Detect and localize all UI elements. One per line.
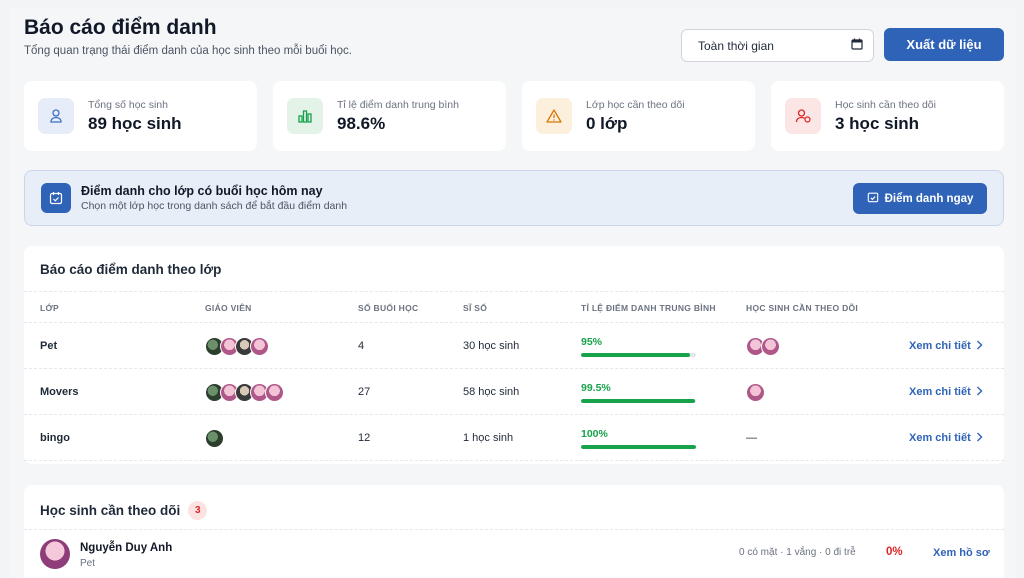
avatar	[40, 539, 70, 569]
page-subtitle: Tổng quan trạng thái điểm danh của học s…	[24, 45, 352, 57]
student-class: Pet	[80, 558, 96, 569]
date-range-value: Toàn thời gian	[698, 38, 774, 53]
stat-value: 3 học sinh	[835, 113, 920, 133]
take-attendance-button[interactable]: Điểm danh ngay	[853, 183, 987, 214]
view-details-link[interactable]: Xem chi tiết	[909, 323, 983, 369]
attendance-rate-value: 100%	[581, 427, 608, 440]
page-title: Báo cáo điểm danh	[24, 16, 217, 39]
stat-card-watched-classes: Lớp học cần theo dõi 0 lớp	[522, 81, 755, 151]
students-to-watch-card: Học sinh cần theo dõi 3 Nguyễn Duy Anh P…	[24, 485, 1004, 578]
table-row: Pet 4 30 học sinh 95% Xem chi tiết	[24, 323, 1004, 369]
today-attendance-banner: Điểm danh cho lớp có buổi học hôm nay Ch…	[24, 170, 1004, 226]
view-details-link[interactable]: Xem chi tiết	[909, 369, 983, 415]
teacher-avatar	[265, 382, 284, 402]
column-header: Sĩ số	[463, 303, 488, 313]
attendance-rate-bar	[581, 352, 696, 357]
empty-value: —	[746, 432, 757, 444]
teacher-avatars	[205, 415, 224, 461]
class-name: Pet	[40, 340, 58, 352]
column-header: Tỉ lệ điểm danh trung bình	[581, 303, 716, 313]
user-icon	[38, 98, 74, 134]
stats-row: Tổng số học sinh 89 học sinh Tỉ lệ điểm …	[24, 81, 1004, 151]
stat-label: Lớp học cần theo dõi	[586, 98, 685, 111]
attendance-rate-bar	[581, 398, 696, 403]
class-report-title: Báo cáo điểm danh theo lớp	[40, 262, 222, 277]
stat-value: 89 học sinh	[88, 113, 182, 133]
attendance-rate-fill	[581, 352, 691, 357]
column-header: Lớp	[40, 303, 60, 313]
watched-students: —	[746, 415, 757, 461]
attendance-rate: 99.5%	[581, 369, 696, 415]
banner-subtitle: Chọn một lớp học trong danh sách để bắt …	[81, 200, 348, 212]
watched-students	[746, 323, 780, 369]
user-alert-icon	[785, 98, 821, 134]
chevron-right-icon	[976, 340, 983, 353]
stat-card-average-rate: Tỉ lệ điểm danh trung bình 98.6%	[273, 81, 506, 151]
bar-chart-icon	[287, 98, 323, 134]
warning-icon	[536, 98, 572, 134]
class-name: bingo	[40, 432, 70, 444]
session-count: 4	[358, 340, 365, 352]
calendar-icon	[851, 38, 863, 53]
chevron-right-icon	[976, 386, 983, 399]
calendar-check-icon	[867, 191, 879, 206]
view-details-label: Xem chi tiết	[909, 386, 971, 398]
column-header: Số buổi học	[358, 303, 419, 313]
export-data-button[interactable]: Xuất dữ liệu	[884, 28, 1004, 61]
student-avatar	[746, 382, 765, 402]
class-name: Movers	[40, 386, 79, 398]
session-count: 27	[358, 386, 371, 398]
attendance-report-page: Báo cáo điểm danh Tổng quan trạng thái đ…	[10, 8, 1016, 578]
teacher-avatar	[205, 428, 224, 448]
count-badge: 3	[188, 501, 208, 520]
stat-value: 0 lớp	[586, 113, 628, 133]
watched-students	[746, 369, 765, 415]
teacher-avatars	[205, 323, 269, 369]
stat-label: Tổng số học sinh	[88, 98, 168, 111]
attendance-rate-value: 99.5%	[581, 381, 611, 394]
date-range-select[interactable]: Toàn thời gian	[681, 29, 874, 62]
class-size: 30 học sinh	[463, 340, 520, 352]
attendance-rate-fill	[581, 444, 696, 449]
view-details-label: Xem chi tiết	[909, 432, 971, 444]
table-header: Lớp Giáo viên Số buổi học Sĩ số Tỉ lệ đi…	[24, 291, 1004, 323]
class-size: 1 học sinh	[463, 432, 514, 444]
students-to-watch-title: Học sinh cần theo dõi 3	[40, 501, 208, 520]
attendance-rate-bar	[581, 444, 696, 449]
chevron-right-icon	[976, 432, 983, 445]
session-count: 12	[358, 432, 371, 444]
take-attendance-label: Điểm danh ngay	[884, 192, 974, 205]
stat-card-watched-students: Học sinh cần theo dõi 3 học sinh	[771, 81, 1004, 151]
class-report-card: Báo cáo điểm danh theo lớp Lớp Giáo viên…	[24, 246, 1004, 464]
student-attendance-stats: 0 có mặt · 1 vắng · 0 đi trễ	[739, 547, 856, 558]
students-to-watch-label: Học sinh cần theo dõi	[40, 503, 181, 518]
student-attendance-percent: 0%	[886, 546, 903, 558]
student-row[interactable]: Nguyễn Duy Anh Pet 0 có mặt · 1 vắng · 0…	[24, 529, 1004, 578]
student-name: Nguyễn Duy Anh	[80, 542, 173, 554]
stat-label: Học sinh cần theo dõi	[835, 98, 936, 111]
view-profile-link[interactable]: Xem hồ sơ	[933, 547, 990, 559]
class-size: 58 học sinh	[463, 386, 520, 398]
stat-card-total-students: Tổng số học sinh 89 học sinh	[24, 81, 257, 151]
view-details-label: Xem chi tiết	[909, 340, 971, 352]
attendance-rate: 95%	[581, 323, 696, 369]
student-avatar	[761, 336, 780, 356]
banner-title: Điểm danh cho lớp có buổi học hôm nay	[81, 184, 323, 198]
table-row: bingo 12 1 học sinh 100% — Xem chi tiết	[24, 415, 1004, 461]
teacher-avatar	[250, 336, 269, 356]
view-details-link[interactable]: Xem chi tiết	[909, 415, 983, 461]
attendance-rate: 100%	[581, 415, 696, 461]
page-header: Báo cáo điểm danh Tổng quan trạng thái đ…	[24, 16, 352, 57]
stat-value: 98.6%	[337, 113, 386, 133]
attendance-rate-fill	[581, 398, 696, 403]
teacher-avatars	[205, 369, 284, 415]
stat-label: Tỉ lệ điểm danh trung bình	[337, 98, 459, 111]
column-header: Giáo viên	[205, 303, 252, 313]
column-header: Học sinh cần theo dõi	[746, 303, 859, 313]
calendar-check-icon	[41, 183, 71, 213]
attendance-rate-value: 95%	[581, 335, 603, 348]
table-row: Movers 27 58 học sinh 99.5% Xem chi tiết	[24, 369, 1004, 415]
